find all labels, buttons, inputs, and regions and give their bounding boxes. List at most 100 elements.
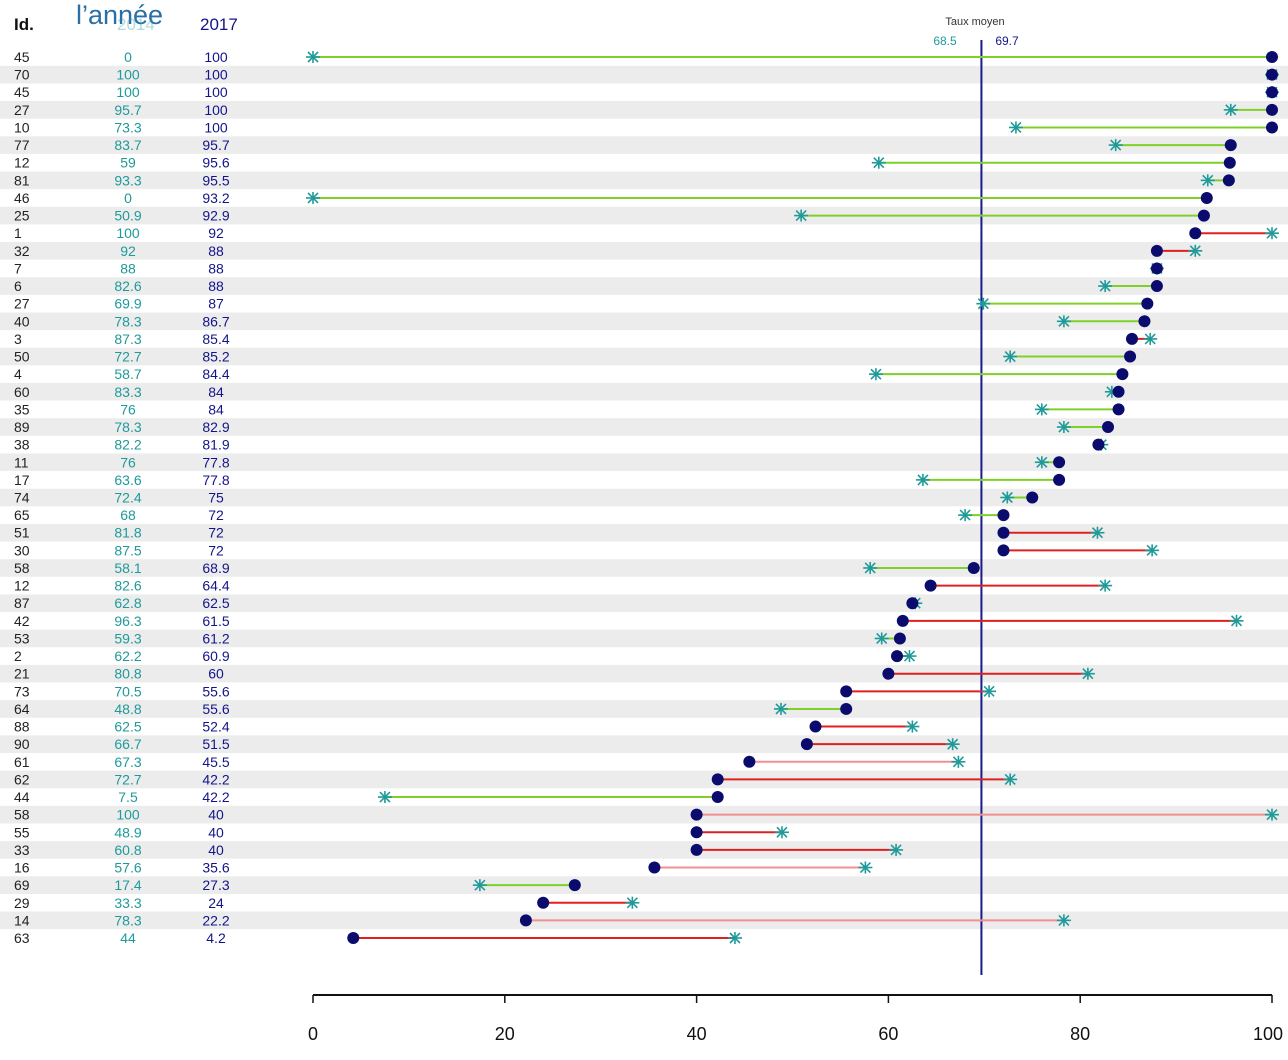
row-value-2014: 66.7: [114, 736, 141, 752]
row-id: 29: [14, 895, 30, 911]
row-value-2017: 82.9: [202, 419, 229, 435]
row-stripe: [0, 841, 1288, 859]
marker-2014: [1008, 121, 1023, 134]
dot-2017: [537, 896, 550, 909]
row-value-2017: 85.2: [202, 349, 229, 365]
x-tick-label: 40: [687, 1024, 707, 1044]
dot-2017: [690, 843, 703, 856]
row-value-2014: 48.8: [114, 701, 141, 717]
row-stripe: [0, 770, 1288, 789]
row-value-2014: 62.5: [114, 719, 141, 735]
row-value-2017: 77.8: [202, 454, 229, 470]
row-value-2014: 63.6: [114, 472, 141, 488]
marker-2014: [1003, 773, 1018, 786]
row-value-2014: 78.3: [114, 419, 141, 435]
row-value-2014: 33.3: [114, 895, 141, 911]
dot-2017: [1102, 421, 1115, 434]
row-value-2017: 35.6: [202, 860, 229, 876]
marker-2014: [868, 368, 883, 381]
row-value-2014: 7.5: [118, 789, 138, 805]
row-id: 74: [14, 490, 30, 506]
marker-2014: [905, 720, 920, 733]
row-stripe: [0, 101, 1288, 119]
row-value-2014: 70.5: [114, 683, 141, 699]
row-id: 55: [14, 824, 30, 840]
row-value-2017: 40: [208, 807, 224, 823]
dot-2017: [711, 791, 724, 804]
marker-2014: [1098, 280, 1113, 293]
row-value-2014: 82.6: [114, 578, 141, 594]
dot-2017: [840, 702, 853, 715]
row-value-2014: 78.3: [114, 313, 141, 329]
dot-2017: [1150, 262, 1163, 275]
dot-2017: [1266, 121, 1278, 134]
avg-title: Taux moyen: [945, 16, 1004, 28]
row-id: 4: [14, 366, 22, 382]
dot-2017: [519, 914, 532, 927]
row-value-2017: 88: [208, 260, 224, 276]
dot-2017: [1150, 244, 1163, 257]
row-value-2017: 100: [204, 49, 228, 65]
avg-2014-value: 68.5: [933, 34, 957, 48]
row-id: 58: [14, 560, 30, 576]
row-value-2014: 83.7: [114, 137, 141, 153]
row-id: 70: [14, 67, 30, 83]
row-id: 30: [14, 542, 30, 558]
row-stripe: [0, 65, 1288, 84]
dot-2017: [743, 755, 756, 768]
marker-2014: [858, 861, 873, 874]
marker-2014: [982, 685, 997, 698]
avg-2017-value: 69.7: [995, 34, 1019, 48]
row-value-2017: 22.2: [202, 912, 229, 928]
row-value-2014: 100: [116, 67, 140, 83]
row-value-2014: 57.6: [114, 860, 141, 876]
row-id: 64: [14, 701, 30, 717]
dot-2017: [1138, 315, 1151, 328]
marker-2014: [472, 879, 487, 892]
row-stripe: [0, 700, 1288, 718]
x-tick-label: 80: [1070, 1024, 1090, 1044]
row-value-2017: 100: [204, 67, 228, 83]
dot-2017: [711, 773, 724, 786]
row-value-2017: 92: [208, 225, 224, 241]
row-value-2017: 87: [208, 296, 224, 312]
dot-2017: [997, 509, 1010, 522]
row-value-2014: 100: [116, 84, 140, 100]
row-id: 12: [14, 155, 30, 171]
row-id: 60: [14, 384, 30, 400]
row-value-2014: 96.3: [114, 613, 141, 629]
marker-2014: [1056, 914, 1071, 927]
row-value-2014: 58.7: [114, 366, 141, 382]
row-id: 38: [14, 437, 30, 453]
row-id: 90: [14, 736, 30, 752]
annee-label: l’année: [76, 0, 163, 30]
row-value-2017: 95.5: [202, 172, 229, 188]
dot-2017: [896, 614, 909, 627]
dot-2017: [1092, 438, 1105, 451]
row-value-2014: 87.3: [114, 331, 141, 347]
row-id: 32: [14, 243, 30, 259]
marker-2014: [945, 738, 960, 751]
row-id: 12: [14, 578, 30, 594]
marker-2014: [976, 297, 991, 310]
row-value-2014: 82.2: [114, 437, 141, 453]
row-value-2014: 76: [120, 454, 136, 470]
marker-2014: [902, 650, 917, 663]
marker-2014: [1000, 491, 1015, 504]
row-value-2017: 60.9: [202, 648, 229, 664]
row-stripe: [0, 735, 1288, 753]
row-value-2017: 68.9: [202, 560, 229, 576]
row-id: 61: [14, 754, 30, 770]
marker-2014: [377, 791, 392, 804]
dot-2017: [997, 526, 1010, 539]
row-value-2017: 95.6: [202, 155, 229, 171]
row-value-2014: 100: [116, 225, 140, 241]
row-value-2017: 40: [208, 842, 224, 858]
row-value-2017: 61.2: [202, 630, 229, 646]
dot-2017: [997, 544, 1010, 557]
row-stripe: [0, 876, 1288, 894]
dot-2017: [1266, 68, 1278, 81]
row-stripe: [0, 347, 1288, 366]
row-id: 10: [14, 119, 30, 135]
